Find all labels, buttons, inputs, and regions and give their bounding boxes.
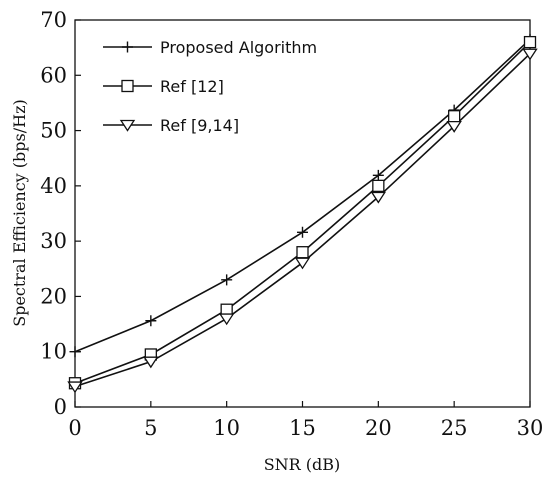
data-point-ref-9-14 (218, 313, 235, 326)
data-point-ref-12 (372, 179, 385, 193)
data-point-ref-9-14 (294, 257, 311, 270)
data-point-ref-12 (448, 110, 461, 123)
data-point-proposed-algorithm (372, 169, 384, 181)
data-point-ref-9-14 (446, 120, 462, 133)
legend: Proposed Algorithm Ref [12] Ref [9,14] (103, 38, 317, 135)
y-axis-title: Spectral Efficiency (bps/Hz) (10, 99, 29, 327)
y-tick-label: 0 (54, 395, 67, 419)
data-point-ref-9-14 (522, 48, 538, 61)
legend-label-proposed-algorithm: Proposed Algorithm (160, 38, 317, 57)
series-lines (74, 38, 531, 388)
y-tick-label: 20 (40, 284, 67, 308)
y-tick-label: 10 (40, 340, 67, 364)
axis-ticks: 0 5 10 15 20 25 30 0 10 20 30 40 50 60 70 (40, 8, 543, 440)
plot-frame (74, 19, 531, 408)
x-tick-label: 5 (144, 416, 157, 440)
data-point-proposed-algorithm (145, 315, 157, 327)
legend-label-ref-9-14: Ref [9,14] (160, 116, 239, 135)
data-point-ref-9-14 (143, 356, 159, 369)
y-tick-label: 50 (40, 119, 67, 143)
x-axis-title: SNR (dB) (264, 455, 341, 474)
legend-marker-ref-12 (121, 79, 134, 93)
y-tick-label: 40 (40, 174, 67, 198)
series-markers (67, 33, 538, 394)
y-tick-label: 60 (40, 63, 67, 87)
data-point-proposed-algorithm (69, 346, 81, 358)
data-point-ref-9-14 (370, 191, 387, 204)
legend-marker-ref-9-14 (119, 119, 136, 132)
legend-marker-proposed-algorithm (122, 41, 133, 53)
data-point-ref-12 (296, 246, 309, 259)
x-tick-label: 10 (213, 416, 240, 440)
x-tick-label: 15 (289, 416, 316, 440)
y-tick-label: 30 (40, 229, 67, 253)
x-tick-label: 20 (365, 416, 392, 440)
x-tick-label: 30 (517, 416, 544, 440)
data-point-proposed-algorithm (221, 274, 233, 286)
y-tick-label: 70 (40, 8, 67, 32)
data-point-ref-9-14 (67, 381, 83, 394)
data-point-proposed-algorithm (297, 226, 308, 238)
x-tick-label: 0 (68, 416, 81, 440)
x-tick-label: 25 (441, 416, 468, 440)
data-point-ref-12 (523, 35, 537, 49)
legend-label-ref-12: Ref [12] (160, 77, 224, 96)
series-line-ref-12 (74, 41, 531, 384)
